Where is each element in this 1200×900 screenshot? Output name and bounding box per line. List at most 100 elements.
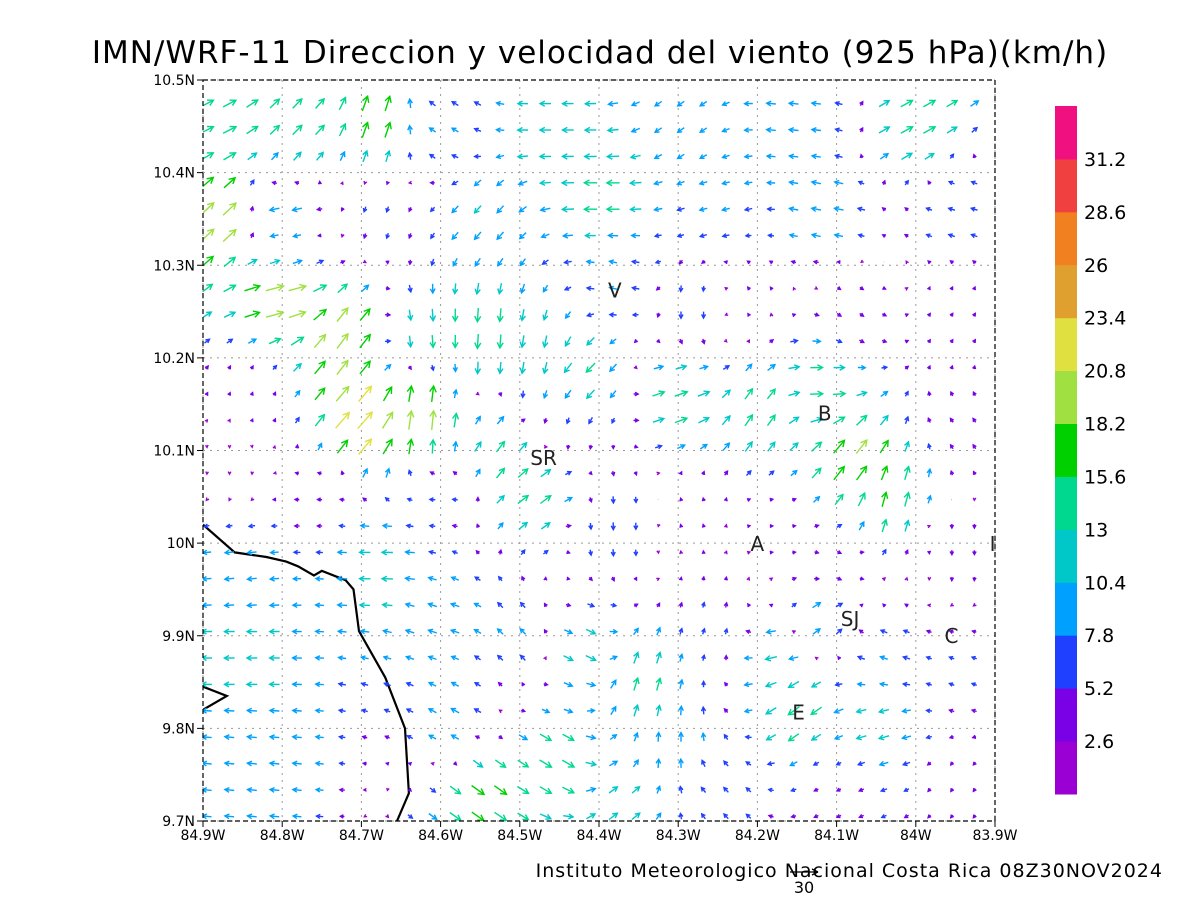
wind-vector-head [949, 577, 955, 583]
wind-vector [721, 389, 731, 399]
wind-vector-head [767, 787, 773, 793]
wind-vector-head [634, 444, 639, 449]
wind-vector-head [655, 785, 662, 791]
wind-vector-head [521, 441, 528, 449]
wind-vector-head [837, 465, 846, 474]
wind-vector-head [499, 788, 508, 796]
wind-vector-head [318, 97, 326, 105]
wind-vector-head [452, 388, 459, 395]
wind-vector [203, 577, 212, 580]
wind-vector-head [700, 259, 706, 264]
wind-vector-head [628, 179, 636, 187]
wind-vector-head [723, 470, 729, 475]
wind-vector [222, 202, 237, 216]
wind-vector-head [406, 735, 412, 740]
wind-vector-head [203, 523, 209, 529]
wind-vector-head [314, 602, 321, 609]
wind-vector-head [815, 601, 822, 608]
wind-vector-head [605, 205, 613, 213]
colorbar-label: 20.8 [1084, 361, 1126, 383]
wind-vector-head [223, 602, 230, 609]
wind-vector-head [229, 202, 237, 210]
colorbar-swatch [1055, 106, 1077, 160]
wind-vector-head [407, 124, 413, 131]
wind-vector [879, 708, 890, 713]
wind-vector-head [610, 525, 616, 532]
wind-vector-head [497, 575, 503, 581]
wind-vector-head [590, 786, 597, 793]
wind-vector-head [543, 549, 549, 555]
wind-vector-head [359, 628, 366, 635]
wind-vector-head [701, 601, 706, 607]
wind-vector-head [925, 206, 931, 212]
wind-vector-head [268, 681, 275, 688]
wind-vector-head [496, 342, 504, 350]
wind-vector-head [408, 207, 413, 213]
wind-vector-head [431, 787, 437, 793]
wind-vector-head [861, 364, 867, 371]
wind-vector-head [291, 813, 298, 820]
wind-vector-head [810, 153, 817, 160]
place-label: E [792, 701, 805, 725]
wind-vector-head [880, 813, 886, 819]
wind-vector [246, 125, 259, 135]
wind-vector [269, 259, 280, 265]
wind-vector-head [608, 285, 615, 292]
wind-vector-head [903, 787, 909, 792]
wind-vector [203, 152, 214, 160]
wind-vector-head [543, 628, 548, 634]
wind-vector-head [340, 96, 347, 104]
wind-vector-head [701, 575, 706, 581]
wind-vector-head [223, 549, 230, 556]
wind-vector-head [724, 365, 731, 370]
wind-vector-head [291, 787, 298, 793]
wind-vector [292, 98, 303, 109]
wind-vector-head [904, 313, 910, 318]
wind-vector-head [746, 286, 751, 291]
wind-vector-head [268, 206, 275, 213]
wind-vector [224, 709, 235, 712]
wind-vector-head [473, 101, 480, 106]
wind-vector-head [588, 525, 594, 531]
wind-vector-head [972, 814, 977, 819]
wind-vector-head [700, 705, 707, 712]
wind-vector [879, 153, 889, 160]
wind-vector [269, 207, 280, 211]
wind-vector-head [769, 577, 774, 582]
wind-vector-head [251, 338, 258, 344]
wind-vector-head [701, 759, 706, 765]
wind-vector [857, 492, 866, 507]
wind-vector [789, 207, 799, 211]
wind-vector-head [837, 628, 843, 634]
wind-vector-head [272, 444, 277, 449]
wind-vector-head [340, 260, 346, 265]
wind-vector-head [205, 471, 209, 476]
wind-vector [518, 522, 528, 530]
place-label: A [751, 532, 765, 556]
wind-vector-head [585, 366, 593, 374]
wind-vector-head [634, 391, 640, 397]
wind-vector-head [541, 259, 547, 265]
wind-vector-head [902, 655, 908, 661]
wind-vector [224, 815, 235, 818]
wind-vector-head [565, 419, 571, 425]
wind-vector-head [516, 153, 523, 160]
wind-vector-head [340, 439, 349, 448]
wind-vector-head [857, 233, 863, 239]
wind-vector-head [855, 734, 862, 741]
wind-vector [314, 360, 326, 375]
wind-vector-head [610, 471, 616, 477]
wind-vector-head [360, 681, 366, 687]
wind-vector-head [298, 310, 307, 318]
wind-vector-head [883, 126, 891, 133]
wind-vector-head [927, 260, 932, 265]
wind-vector-head [950, 788, 955, 793]
wind-vector-head [724, 312, 729, 316]
wind-vector [451, 205, 459, 213]
wind-vector-head [566, 523, 572, 529]
wind-vector-head [590, 681, 597, 688]
wind-vector-head [567, 496, 573, 502]
wind-vector-head [205, 338, 211, 344]
wind-vector-head [360, 708, 367, 714]
wind-vector-head [542, 393, 549, 400]
